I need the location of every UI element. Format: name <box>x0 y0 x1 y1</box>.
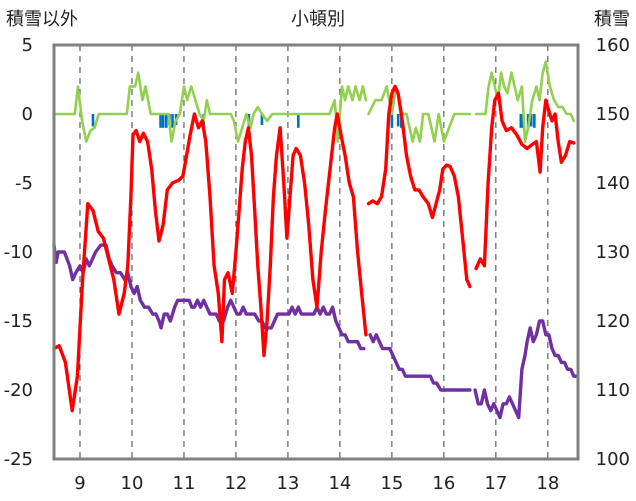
left-tick-label: -10 <box>4 242 33 263</box>
right-tick-label: 150 <box>596 104 630 125</box>
x-tick-label: 18 <box>536 473 559 494</box>
precip-bar-0 <box>91 114 95 127</box>
precip-bar-9 <box>260 114 264 126</box>
precip-bar-3 <box>164 114 168 128</box>
x-tick-label: 9 <box>74 473 85 494</box>
right-axis-ticks: 160 150 140 130 120 110 100 <box>596 35 630 470</box>
left-tick-label: -20 <box>4 380 33 401</box>
precip-bar-11 <box>390 114 394 128</box>
precip-bar-17 <box>529 114 533 127</box>
x-tick-label: 14 <box>328 473 351 494</box>
x-tick-label: 10 <box>121 473 144 494</box>
right-tick-label: 110 <box>596 380 630 401</box>
x-tick-label: 12 <box>224 473 247 494</box>
precip-bar-5 <box>171 114 174 128</box>
right-tick-label: 100 <box>596 449 630 470</box>
x-tick-label: 11 <box>173 473 196 494</box>
precip-bar-2 <box>161 114 165 128</box>
x-tick-label: 16 <box>432 473 455 494</box>
right-axis-title: 積雪 <box>594 9 630 30</box>
series-layer <box>52 60 579 420</box>
right-tick-label: 140 <box>596 173 630 194</box>
left-tick-label: -15 <box>4 311 33 332</box>
left-axis-ticks: 5 0 -5 -10 -15 -20 -25 <box>4 35 33 470</box>
left-tick-label: -25 <box>4 449 33 470</box>
right-tick-label: 160 <box>596 35 630 56</box>
precip-bar-1 <box>159 114 162 128</box>
left-tick-label: 5 <box>22 35 33 56</box>
precip-bar-14 <box>519 114 523 128</box>
precip-bar-12 <box>396 114 400 127</box>
precip-bar-10 <box>297 114 300 128</box>
right-tick-label: 120 <box>596 311 630 332</box>
plot-frame <box>52 43 580 461</box>
x-tick-label: 15 <box>380 473 403 494</box>
right-tick-label: 130 <box>596 242 630 263</box>
left-axis-title: 積雪以外 <box>6 9 78 30</box>
series-temperature-line <box>52 84 576 413</box>
precip-bar-18 <box>533 114 536 128</box>
chart-title: 小頓別 <box>291 9 345 30</box>
left-tick-label: 0 <box>22 104 33 125</box>
x-tick-label: 13 <box>276 473 299 494</box>
x-tick-label: 17 <box>484 473 507 494</box>
left-tick-label: -5 <box>15 173 33 194</box>
x-axis-ticks: 9 10 11 12 13 14 15 16 17 18 <box>74 473 559 494</box>
